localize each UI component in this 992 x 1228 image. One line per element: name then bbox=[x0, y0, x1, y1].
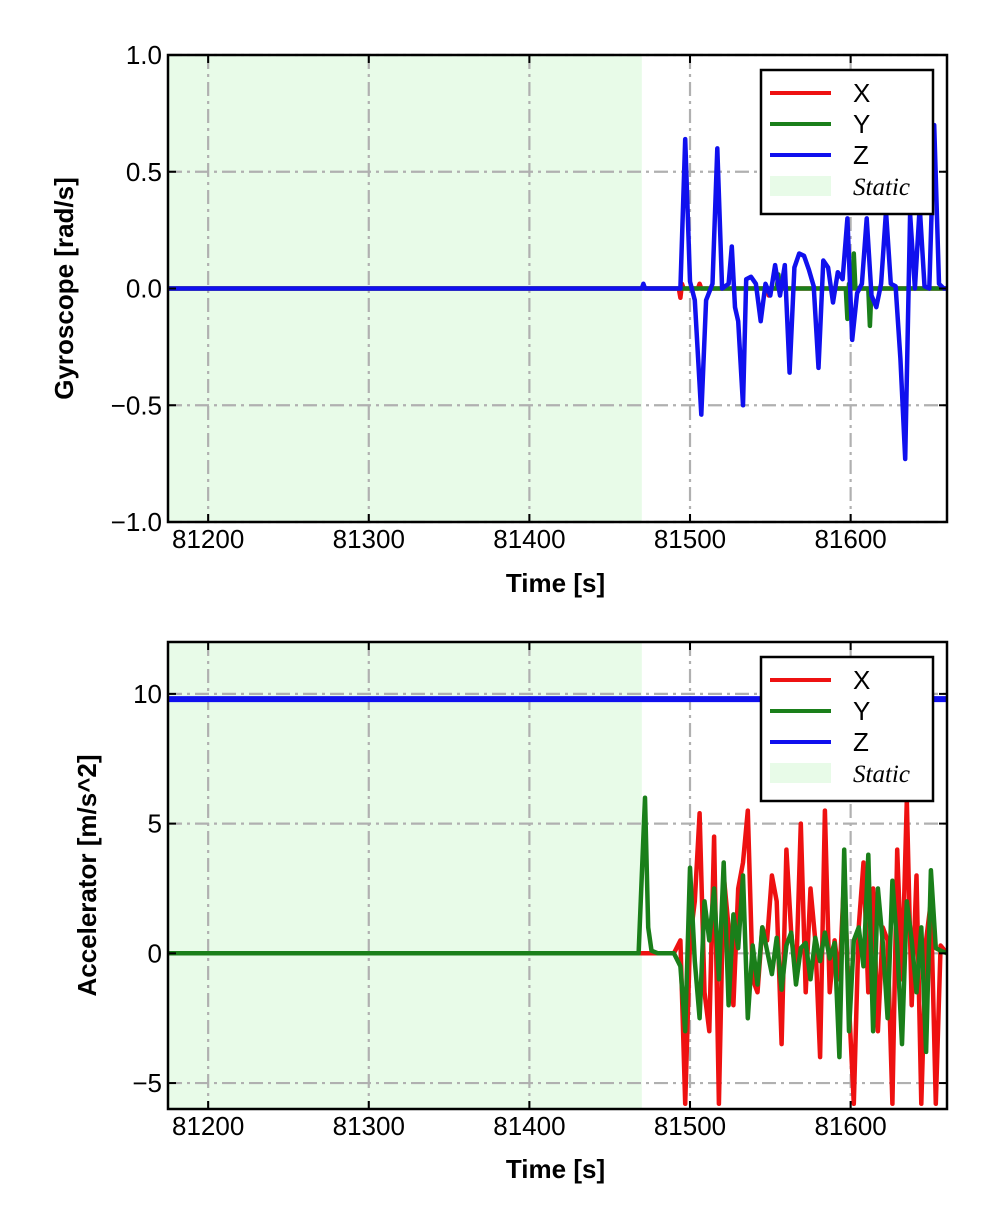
series-group bbox=[168, 122, 947, 462]
x-tick-label: 81400 bbox=[493, 1111, 565, 1141]
legend-label-y: Y bbox=[853, 109, 870, 139]
x-tick-label: 81600 bbox=[814, 1111, 886, 1141]
plot-frame bbox=[166, 640, 949, 1111]
series-line-z bbox=[168, 122, 947, 462]
x-tick-label: 81500 bbox=[654, 524, 726, 554]
legend-label-static: Static bbox=[853, 761, 910, 788]
legend-label-y: Y bbox=[853, 696, 870, 726]
x-axis-label: Time [s] bbox=[506, 1154, 605, 1184]
legend-label-static: Static bbox=[853, 174, 910, 201]
y-tick-label: −1.0 bbox=[111, 507, 162, 537]
y-axis-label: Gyroscope [rad/s] bbox=[49, 177, 79, 400]
x-axis-label: Time [s] bbox=[506, 568, 605, 598]
y-tick-label: 0.5 bbox=[126, 157, 162, 187]
y-tick-label: 1.0 bbox=[126, 40, 162, 70]
static-region bbox=[168, 642, 642, 1109]
y-tick-label: 5 bbox=[148, 809, 162, 839]
y-axis-label: Accelerator [m/s^2] bbox=[72, 754, 102, 996]
legend-label-z: Z bbox=[853, 727, 869, 757]
legend: XYZ Static bbox=[759, 68, 935, 216]
y-tick-label: −0.5 bbox=[111, 390, 162, 420]
series-line-y bbox=[168, 795, 947, 1060]
x-tick-label: 81300 bbox=[333, 524, 405, 554]
legend-label-x: X bbox=[853, 665, 870, 695]
x-tick-label: 81200 bbox=[172, 524, 244, 554]
legend-label-x: X bbox=[853, 78, 870, 108]
accelerometer-panel: 81200 81300 81400 81500 81600 10 5 0 −5 Time [s] A… bbox=[72, 640, 949, 1184]
gyroscope-panel: 81200 81300 81400 81500 81600 1.0 0.5 0.0 −0.5 −1… bbox=[49, 40, 949, 598]
x-tick-label: 81300 bbox=[333, 1111, 405, 1141]
y-tick-label: −5 bbox=[132, 1068, 162, 1098]
x-tick-label: 81600 bbox=[814, 524, 886, 554]
legend: XYZ Static bbox=[759, 655, 935, 803]
y-tick-label: 0 bbox=[148, 938, 162, 968]
y-tick-label: 10 bbox=[133, 679, 162, 709]
x-tick-label: 81500 bbox=[654, 1111, 726, 1141]
legend-label-z: Z bbox=[853, 140, 869, 170]
y-tick-label: 0.0 bbox=[126, 274, 162, 304]
legend-swatch-static bbox=[770, 763, 831, 783]
legend-swatch-static bbox=[770, 176, 831, 196]
x-tick-label: 81200 bbox=[172, 1111, 244, 1141]
x-tick-label: 81400 bbox=[493, 524, 565, 554]
